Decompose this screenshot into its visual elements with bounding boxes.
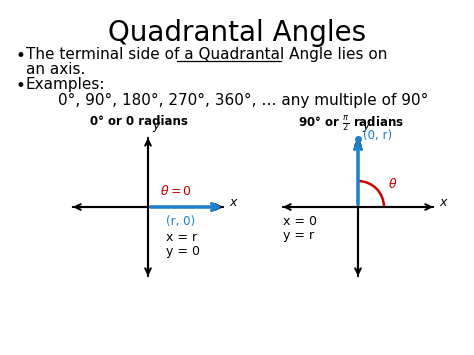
- Text: $\theta$: $\theta$: [388, 177, 397, 191]
- Text: (r, 0): (r, 0): [166, 215, 195, 228]
- Text: y: y: [152, 119, 159, 132]
- Text: Examples:: Examples:: [26, 77, 106, 92]
- Text: (0, r): (0, r): [363, 130, 392, 142]
- Text: x = 0: x = 0: [283, 215, 317, 228]
- Text: x = r: x = r: [166, 231, 197, 244]
- Text: 0° or 0 radians: 0° or 0 radians: [90, 115, 188, 128]
- Text: x: x: [439, 196, 447, 208]
- Text: 0°, 90°, 180°, 270°, 360°, … any multiple of 90°: 0°, 90°, 180°, 270°, 360°, … any multipl…: [58, 93, 428, 108]
- Text: •: •: [15, 77, 25, 95]
- Text: The terminal side of a Quadrantal Angle lies on: The terminal side of a Quadrantal Angle …: [26, 47, 387, 62]
- Text: x: x: [229, 196, 237, 208]
- Text: Quadrantal Angles: Quadrantal Angles: [108, 19, 366, 47]
- Text: $\theta = 0$: $\theta = 0$: [160, 184, 192, 198]
- Text: y = 0: y = 0: [166, 245, 200, 258]
- Text: •: •: [15, 47, 25, 65]
- Text: 90° or $\frac{\pi}{2}$ radians: 90° or $\frac{\pi}{2}$ radians: [298, 115, 404, 134]
- Text: an axis.: an axis.: [26, 62, 85, 77]
- Text: y = r: y = r: [283, 229, 314, 242]
- Text: y: y: [362, 119, 369, 132]
